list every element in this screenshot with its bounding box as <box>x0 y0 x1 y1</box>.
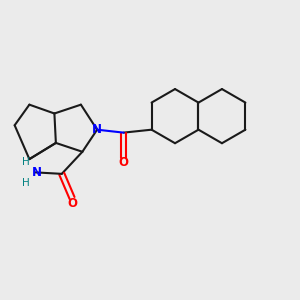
Text: H: H <box>22 178 30 188</box>
Text: N: N <box>92 123 102 136</box>
Text: O: O <box>118 156 129 169</box>
Text: O: O <box>67 197 77 210</box>
Text: H: H <box>22 157 30 167</box>
Text: N: N <box>32 166 42 179</box>
